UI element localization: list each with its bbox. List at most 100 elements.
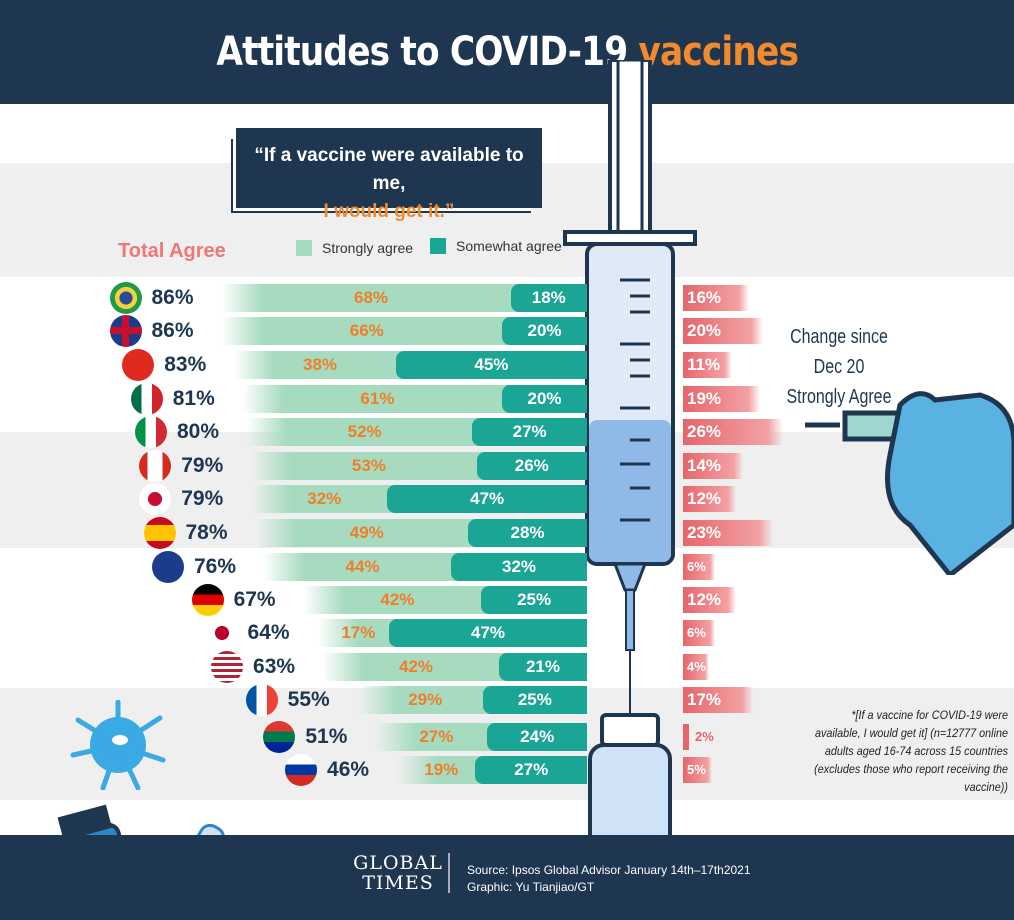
total-agree-heading: Total Agree	[118, 240, 226, 262]
total-agree-value: 46%	[327, 758, 370, 781]
graphic-credit: Graphic: Yu Tianjiao/GT	[467, 880, 595, 894]
strongly-agree-bar: 38%	[234, 351, 406, 379]
legend-strongly-agree: Strongly agree	[296, 240, 413, 256]
total-agree-value: 80%	[177, 420, 220, 443]
flag-south-africa-icon	[263, 721, 296, 753]
somewhat-agree-bar: 20%	[502, 385, 587, 413]
total-agree-value: 79%	[181, 487, 224, 510]
change-bar: 16%	[683, 285, 750, 311]
bar-row-china: 38% 45%	[234, 351, 587, 379]
change-bar: 20%	[683, 318, 763, 344]
syringe-illustration	[563, 60, 697, 860]
total-agree-value: 55%	[287, 688, 330, 711]
somewhat-agree-bar: 45%	[395, 351, 587, 379]
change-bar: 12%	[683, 486, 736, 512]
change-bar: 6%	[683, 620, 716, 646]
strongly-agree-bar: 44%	[264, 553, 461, 581]
strongly-agree-bar: 66%	[221, 317, 512, 345]
total-agree-value: 63%	[253, 655, 296, 678]
strongly-agree-bar: 42%	[323, 653, 509, 681]
strongly-agree-bar: 53%	[251, 452, 487, 480]
strongly-agree-bar: 52%	[247, 418, 483, 446]
legend-label: Somewhat agree	[456, 238, 562, 254]
change-bar: 19%	[683, 386, 760, 412]
change-bar: 26%	[683, 419, 784, 445]
change-bar: 14%	[683, 453, 743, 479]
somewhat-agree-bar: 47%	[387, 485, 587, 513]
source-credits: Source: Ipsos Global Advisor January 14t…	[467, 862, 751, 896]
total-agree-value: 86%	[151, 319, 194, 342]
somewhat-agree-bar: 25%	[481, 586, 587, 614]
bar-row-south-africa: 27% 24%	[375, 723, 587, 751]
flag-france-icon	[245, 684, 278, 716]
header: Attitudes to COVID-19 vaccines	[0, 0, 1014, 104]
bar-row-france: 29% 25%	[357, 686, 587, 714]
bar-row-mexico: 61% 20%	[242, 385, 587, 413]
strongly-agree-bar: 27%	[375, 723, 498, 751]
change-heading: Change since Dec 20 Strongly Agree	[781, 322, 898, 412]
somewhat-agree-bar: 28%	[468, 519, 587, 547]
source-text: Source: Ipsos Global Advisor January 14t…	[467, 863, 751, 877]
flag-japan-icon	[205, 617, 238, 649]
somewhat-agree-bar: 47%	[389, 619, 587, 647]
quote-line-1: “If a vaccine were available to me,	[254, 145, 524, 194]
strongly-agree-bar: 29%	[357, 686, 493, 714]
flag-usa-icon	[211, 651, 244, 683]
legend-label: Strongly agree	[322, 240, 414, 256]
flag-south-korea-icon	[139, 483, 172, 515]
strongly-agree-bar: 17%	[317, 619, 400, 647]
change-bar: 23%	[683, 520, 774, 546]
strongly-agree-bar: 68%	[221, 284, 521, 312]
global-times-logo: GLOBAL TIMES	[352, 853, 450, 893]
title-accent: vaccines	[638, 29, 798, 75]
quote-box: “If a vaccine were available to me, I wo…	[236, 128, 542, 222]
total-agree-value: 51%	[305, 725, 348, 748]
legend-swatch	[296, 240, 312, 256]
total-agree-value: 86%	[151, 286, 194, 309]
total-agree-value: 78%	[185, 521, 228, 544]
somewhat-agree-bar: 25%	[482, 686, 587, 714]
flag-germany-icon	[191, 584, 224, 616]
strongly-agree-bar: 19%	[397, 756, 486, 784]
total-agree-value: 79%	[181, 454, 224, 477]
bar-row-uk: 66% 20%	[221, 317, 587, 345]
flag-uk-icon	[109, 315, 142, 347]
bar-row-italy: 52% 27%	[247, 418, 587, 446]
strongly-agree-bar: 32%	[251, 485, 398, 513]
flag-australia-icon	[152, 551, 184, 583]
total-agree-value: 83%	[164, 353, 207, 376]
flag-russia-icon	[285, 754, 318, 786]
legend-somewhat-agree: Somewhat agree	[430, 238, 562, 254]
somewhat-agree-bar: 20%	[502, 317, 587, 345]
change-heading-line-1: Change since Dec 20	[790, 326, 888, 378]
footnote: *[If a vaccine for COVID-19 were availab…	[814, 708, 1008, 794]
flag-mexico-icon	[130, 383, 163, 415]
flag-spain-icon	[143, 517, 176, 549]
somewhat-agree-bar: 27%	[472, 418, 587, 446]
strongly-agree-bar: 61%	[242, 385, 512, 413]
somewhat-agree-bar: 24%	[487, 723, 587, 751]
change-bar: 17%	[683, 687, 753, 713]
bar-row-spain: 49% 28%	[255, 519, 587, 547]
bar-row-australia: 44% 32%	[264, 553, 587, 581]
page-title: Attitudes to COVID-19 vaccines	[216, 29, 799, 75]
bar-row-japan: 17% 47%	[317, 619, 587, 647]
strongly-agree-bar: 49%	[255, 519, 478, 547]
somewhat-agree-bar: 26%	[476, 452, 587, 480]
title-text: Attitudes to COVID-19	[216, 29, 639, 75]
bar-row-canada: 53% 26%	[251, 452, 587, 480]
flag-china-icon	[122, 349, 155, 381]
total-agree-value: 67%	[233, 588, 276, 611]
somewhat-agree-bar: 18%	[510, 284, 587, 312]
somewhat-agree-bar: 32%	[451, 553, 587, 581]
bar-row-brazil: 68% 18%	[221, 284, 587, 312]
total-agree-value: 76%	[194, 555, 237, 578]
strongly-agree-bar: 42%	[303, 586, 492, 614]
change-bar: 4%	[683, 654, 709, 680]
bar-row-usa: 42% 21%	[323, 653, 587, 681]
flag-italy-icon	[135, 416, 167, 448]
change-bar: 2%	[683, 724, 723, 750]
gloved-hand-syringe-icon	[805, 391, 1014, 575]
bar-row-russia: 19% 27%	[397, 756, 587, 784]
somewhat-agree-bar: 21%	[498, 653, 587, 681]
